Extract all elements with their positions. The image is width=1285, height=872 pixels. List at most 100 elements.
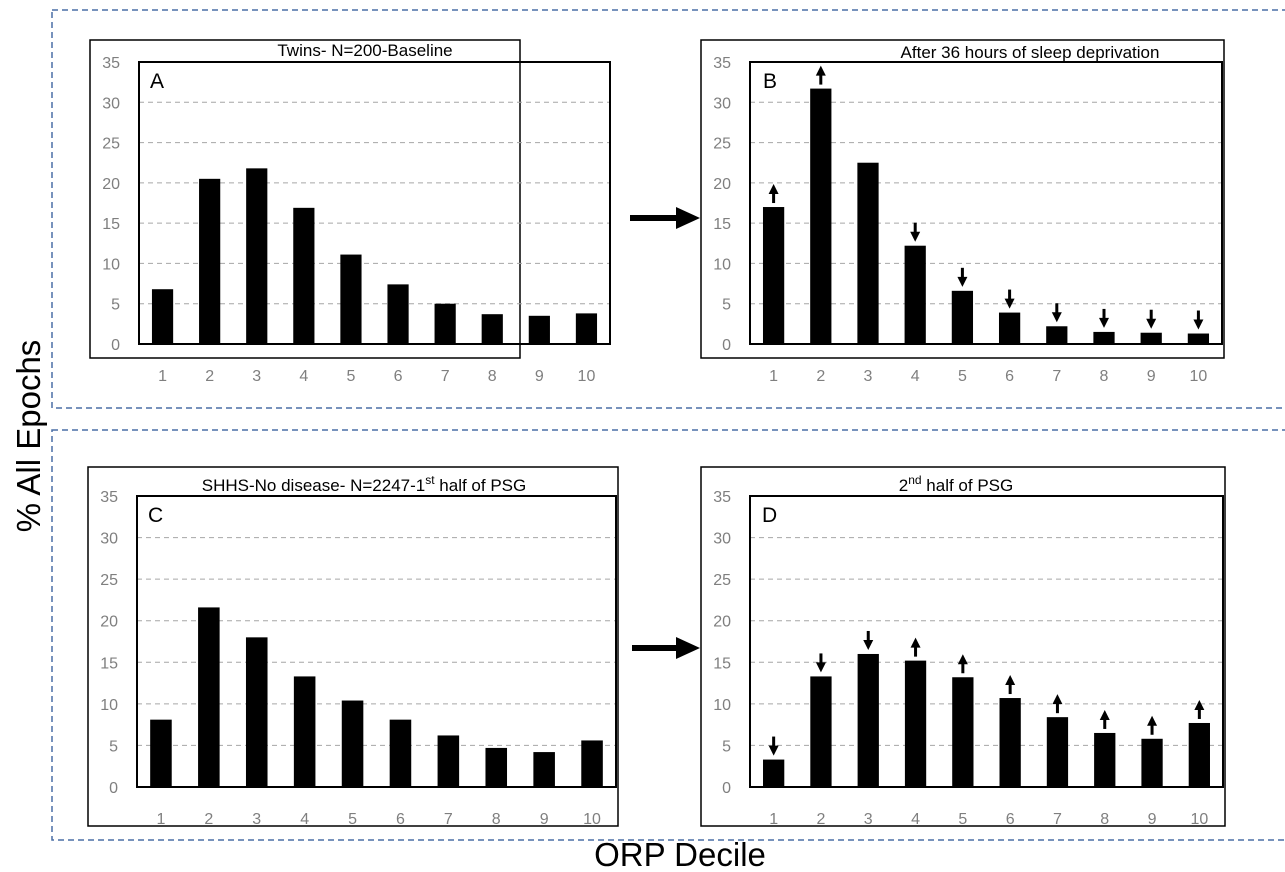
chart-panel-a: 0 5 10 15 20 25 30 35 1 2 3 4 5 6 7 8 9 10 A Twins- N=200-B… [89,39,611,385]
y-tick-label-35: 35 [713,55,731,72]
plot-area-border [749,495,1224,788]
change-arrow-up-2 [815,65,826,85]
x-tick-label-4: 4 [300,811,309,828]
y-tick-label-30: 30 [100,531,118,548]
x-tick-label-2: 2 [205,368,214,385]
change-arrow-down-9 [1146,309,1157,329]
y-tick-label-30: 30 [713,531,731,548]
x-tick-label-7: 7 [441,368,450,385]
x-tick-label-6: 6 [394,368,403,385]
x-tick-label-4: 4 [911,811,920,828]
bar-5 [951,290,974,344]
y-tick-label-0: 0 [111,337,120,354]
bar-6 [387,284,409,344]
x-tick-label-8: 8 [1100,811,1109,828]
transition-arrow-top [630,207,700,229]
panel-title-main: 2 [899,476,908,495]
y-tick-label-0: 0 [722,337,731,354]
panel-title-rest: half of PSG [922,476,1014,495]
y-tick-label-0: 0 [109,780,118,797]
bar-8 [485,747,508,787]
x-tick-label-3: 3 [864,368,873,385]
bar-9 [1141,738,1163,787]
change-arrow-up-1 [768,184,779,204]
x-tick-label-5: 5 [958,368,967,385]
x-tick-label-3: 3 [864,811,873,828]
x-tick-label-1: 1 [158,368,167,385]
x-tick-label-5: 5 [348,811,357,828]
change-arrow-up-5 [957,654,968,674]
y-tick-label-0: 0 [722,780,731,797]
bar-4 [904,245,926,344]
panel-label: B [763,70,777,93]
y-tick-label-10: 10 [713,697,731,714]
panel-label: D [762,504,777,527]
bar-8 [1093,331,1115,344]
change-arrow-up-7 [1052,694,1063,714]
x-tick-label-6: 6 [1006,811,1015,828]
change-arrow-down-1 [768,736,779,756]
x-tick-label-8: 8 [488,368,497,385]
change-arrow-down-7 [1051,303,1062,323]
change-arrow-down-5 [957,267,968,287]
panel-label: C [148,504,163,527]
bar-10 [581,740,603,787]
bar-2 [810,88,832,345]
bar-10 [575,313,598,344]
x-tick-label-2: 2 [816,811,825,828]
x-tick-label-7: 7 [1053,811,1062,828]
change-arrow-down-10 [1193,310,1204,330]
change-arrow-up-10 [1194,699,1205,719]
panel-title: After 36 hours of sleep deprivation [901,43,1160,62]
y-tick-label-20: 20 [713,614,731,631]
panel-title: Twins- N=200-Baseline [277,41,452,60]
bar-1 [151,289,174,344]
y-tick-label-5: 5 [111,297,120,314]
x-tick-label-4: 4 [299,368,308,385]
panel-title-superscript: nd [908,473,921,487]
panel-title-main: After 36 hours of sleep deprivation [901,43,1160,62]
panel-label: A [150,70,164,93]
change-arrow-up-9 [1147,715,1158,735]
y-tick-label-15: 15 [713,655,731,672]
y-tick-label-15: 15 [100,655,118,672]
bar-10 [1188,722,1210,787]
y-tick-label-35: 35 [102,55,120,72]
x-tick-label-9: 9 [1147,368,1156,385]
panel-title: 2nd half of PSG [899,473,1014,495]
y-tick-label-25: 25 [713,136,731,153]
change-arrow-up-8 [1099,709,1110,729]
y-tick-label-5: 5 [109,738,118,755]
x-tick-label-7: 7 [444,811,453,828]
change-arrow-down-6 [1004,289,1015,309]
y-tick-label-15: 15 [713,216,731,233]
y-tick-label-25: 25 [713,572,731,589]
y-tick-label-20: 20 [100,614,118,631]
panel-title-main: Twins- N=200-Baseline [277,41,452,60]
bar-3 [857,162,879,344]
bar-3 [857,653,879,787]
plot-area-border [749,61,1223,345]
bar-2 [199,178,221,344]
bar-2 [810,676,832,787]
panel-title-main: SHHS-No disease- N=2247-1 [202,476,425,495]
bar-8 [481,314,503,344]
y-axis-label: % All Epochs [10,340,47,533]
bar-10 [1187,333,1210,344]
section-frame-top [51,9,1285,409]
y-tick-label-10: 10 [102,256,120,273]
panel-title-rest: half of PSG [435,476,527,495]
bar-9 [533,752,555,787]
bar-4 [904,660,927,787]
plot-area-border [138,61,611,345]
bar-9 [528,315,550,344]
change-arrow-up-4 [910,637,921,657]
bar-6 [999,698,1021,787]
bar-4 [293,676,316,787]
x-tick-label-10: 10 [583,811,601,828]
change-arrow-down-4 [910,222,921,242]
x-tick-label-8: 8 [1100,368,1109,385]
y-tick-label-30: 30 [102,95,120,112]
bar-7 [434,303,456,344]
